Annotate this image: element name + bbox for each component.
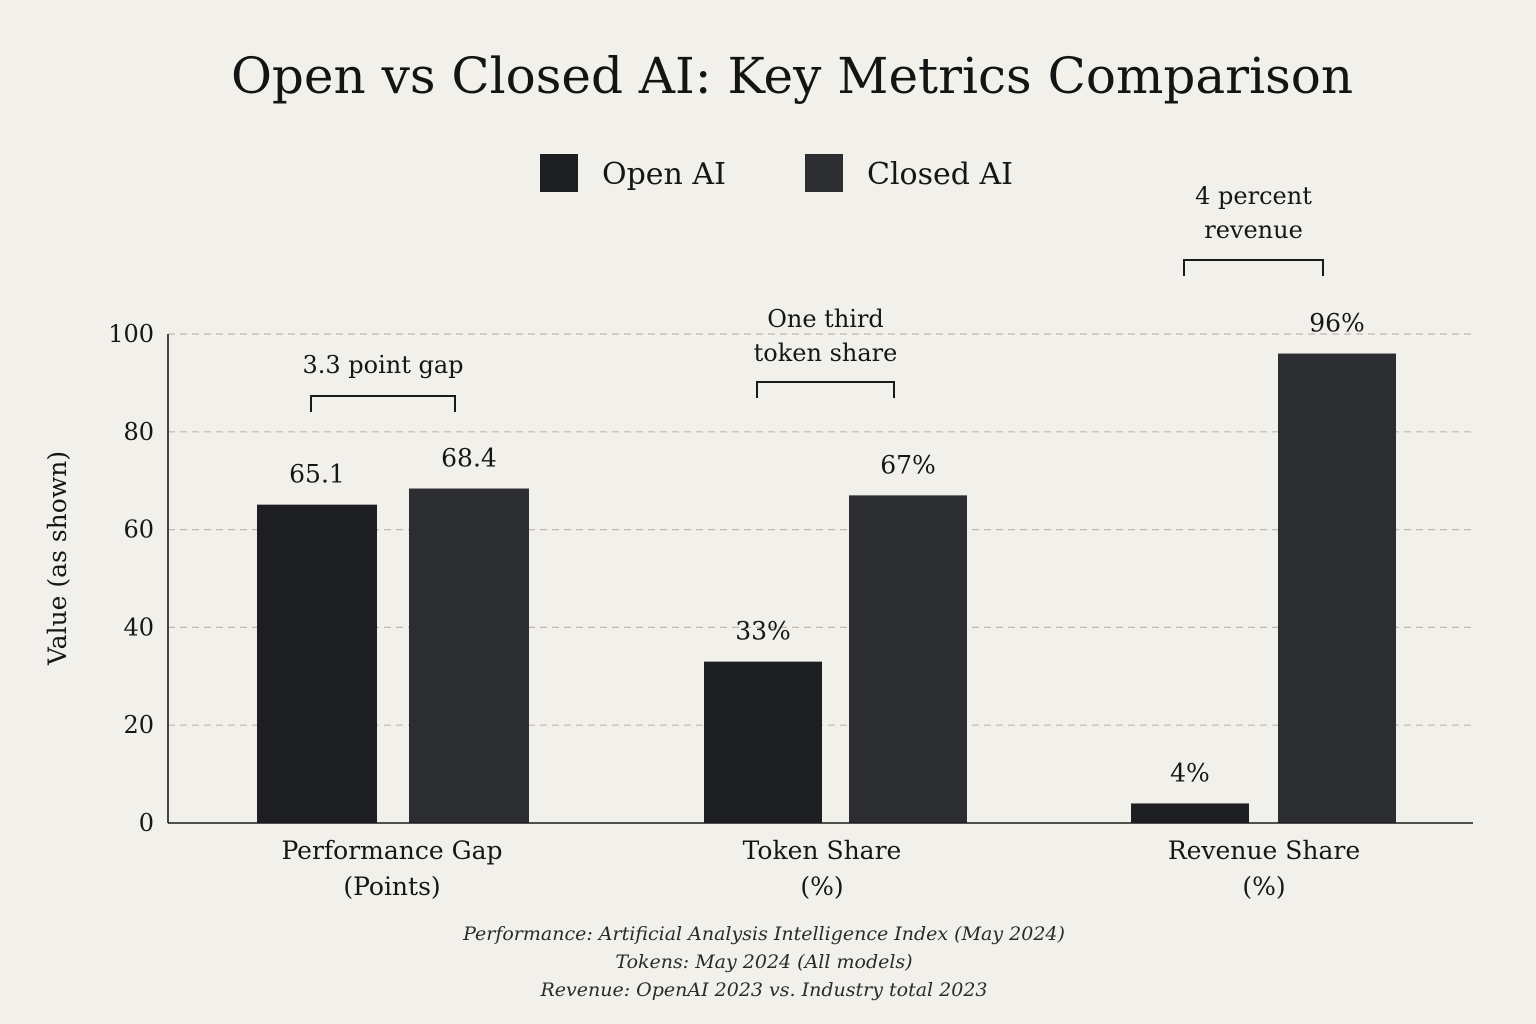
y-axis-ticks: 0 20 40 60 80 100 (108, 320, 154, 837)
data-label: 67% (880, 450, 936, 479)
bar-closed-ai-0 (409, 488, 529, 823)
y-tick-label: 80 (123, 418, 154, 446)
bar-open-ai-2 (1131, 803, 1249, 823)
annotation-text: 4 percent (1195, 182, 1312, 210)
footnote: Tokens: May 2024 (All models) (615, 951, 912, 973)
bar-closed-ai-2 (1278, 353, 1396, 823)
footnote: Performance: Artificial Analysis Intelli… (462, 923, 1065, 945)
annotation-text: 3.3 point gap (302, 351, 463, 379)
data-labels: 65.1 33% 4% 68.4 67% 96% (289, 309, 1365, 788)
y-tick-label: 100 (108, 320, 154, 348)
legend-label-open-ai: Open AI (602, 157, 726, 192)
data-label: 65.1 (289, 460, 345, 489)
annotation-bracket (310, 395, 456, 412)
data-label: 4% (1170, 758, 1210, 787)
category-label: (Points) (343, 872, 440, 901)
annotation-text: token share (754, 339, 898, 367)
bar-open-ai-1 (704, 661, 822, 823)
bars (257, 353, 1396, 823)
y-tick-label: 40 (123, 613, 154, 641)
data-label: 33% (735, 617, 791, 646)
category-label: (%) (1242, 872, 1285, 901)
category-label: Revenue Share (1168, 836, 1360, 865)
chart-title: Open vs Closed AI: Key Metrics Compariso… (231, 47, 1353, 105)
annotation-bracket (1183, 259, 1324, 276)
annotation-bracket (756, 381, 895, 398)
data-label: 96% (1309, 309, 1365, 338)
bar-open-ai-0 (257, 504, 377, 823)
y-axis-title: Value (as shown) (43, 451, 72, 666)
category-label: (%) (800, 872, 843, 901)
annotations: 3.3 point gap One third token share 4 perce… (302, 182, 1324, 412)
legend-swatch-open-ai (540, 154, 578, 192)
y-tick-label: 20 (123, 711, 154, 739)
category-label: Token Share (743, 836, 902, 865)
y-tick-label: 60 (123, 516, 154, 544)
bar-closed-ai-1 (849, 495, 967, 823)
category-labels: Performance Gap (Points) Token Share (%) Rev… (281, 836, 1360, 901)
category-label: Performance Gap (281, 836, 502, 865)
annotation-text: revenue (1204, 216, 1303, 244)
legend-swatch-closed-ai (805, 154, 843, 192)
annotation-text: One third (767, 305, 884, 333)
data-label: 68.4 (441, 444, 497, 473)
y-tick-label: 0 (139, 809, 154, 837)
legend-label-closed-ai: Closed AI (867, 157, 1013, 192)
footnotes: Performance: Artificial Analysis Intelli… (462, 923, 1065, 1001)
legend: Open AI Closed AI (540, 154, 1013, 192)
footnote: Revenue: OpenAI 2023 vs. Industry total … (539, 979, 987, 1001)
